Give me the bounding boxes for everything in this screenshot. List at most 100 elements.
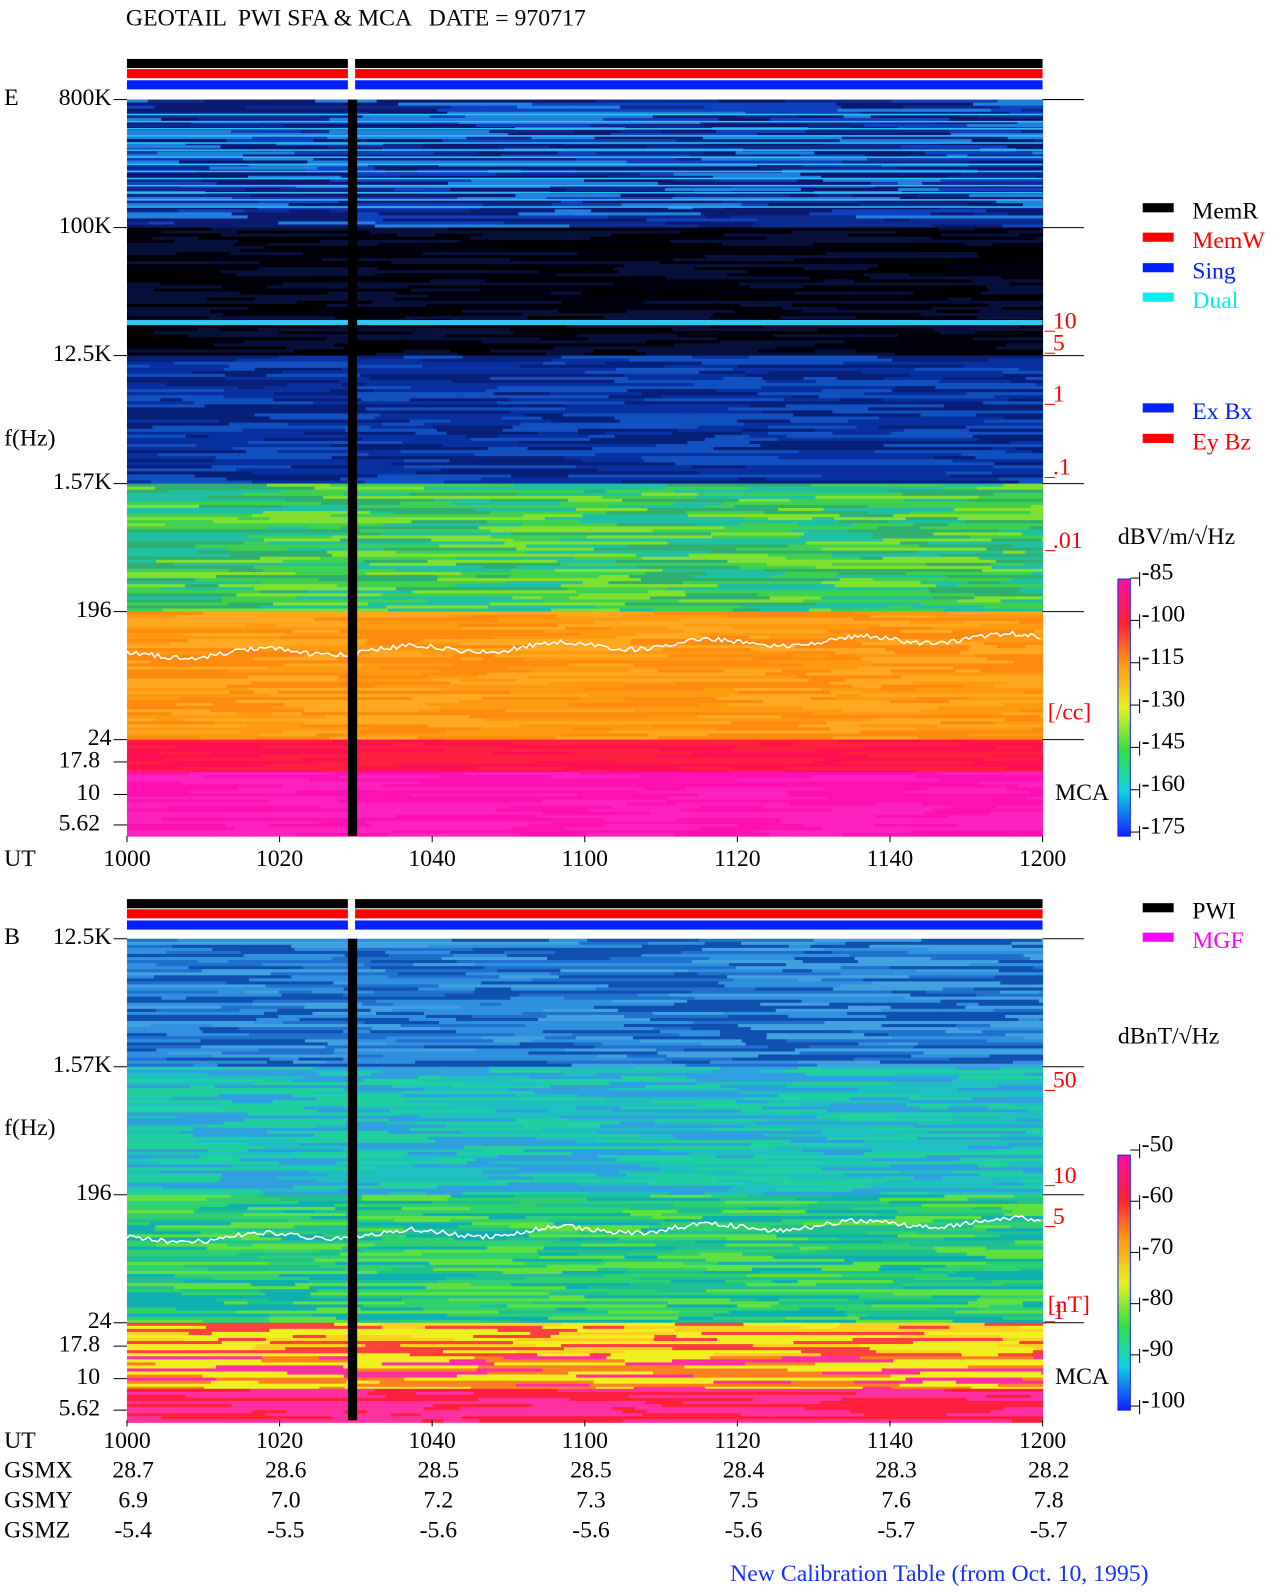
spectrogram-cell (635, 349, 704, 354)
spectrogram-cell (126, 1036, 259, 1040)
spectrogram-cell (510, 258, 614, 262)
spectrogram-cell (903, 1286, 1027, 1290)
spectrogram-cell (664, 404, 750, 408)
spectrogram-cell (177, 209, 245, 213)
spectrogram-cell (695, 267, 805, 271)
spectrogram-cell (828, 1243, 911, 1248)
spectrogram-cell (346, 1130, 368, 1135)
spectrogram-cell (692, 987, 756, 992)
spectrogram-cell (365, 383, 509, 387)
spectrogram-cell (1017, 724, 1044, 728)
spectrogram-cell (883, 1394, 987, 1399)
spectrogram-cell (454, 200, 562, 204)
spectrogram-cell (615, 297, 718, 302)
spectrogram-cell (409, 419, 451, 424)
spectrogram-cell (945, 1407, 1005, 1411)
spectrogram-cell (820, 1353, 858, 1357)
spectrogram-cell (313, 629, 341, 634)
spectrogram-cell (670, 775, 730, 779)
spectrogram-cell (197, 550, 328, 555)
spectrogram-cell (593, 425, 699, 430)
spectrogram-cell (682, 1400, 821, 1405)
spectrogram-cell (126, 306, 249, 311)
spectrogram-cell (875, 1350, 961, 1354)
spectrogram-cell (381, 1325, 426, 1330)
spectrogram-cell (442, 291, 551, 296)
spectrogram-cell (265, 1350, 373, 1354)
spectrogram-cell (256, 736, 330, 741)
spectrogram-cell (699, 370, 746, 375)
spectrogram-cell (126, 693, 271, 698)
spectrogram-cell (268, 1261, 336, 1266)
spectrogram-cell (712, 1383, 786, 1388)
spectrogram-cell (355, 1356, 475, 1360)
spectrogram-cell (253, 1225, 294, 1229)
spectrogram-cell (674, 724, 800, 728)
spectrogram-cell (453, 953, 508, 958)
spectrogram-cell (727, 401, 848, 405)
spectrogram-cell (380, 593, 519, 597)
spectrogram-cell (166, 799, 268, 804)
spectrogram-cell (674, 133, 758, 137)
spectrogram-cell (326, 550, 396, 555)
spectrogram-cell (126, 547, 230, 552)
spectrogram-cell (847, 529, 903, 533)
spectrogram-cell (840, 972, 943, 976)
spectrogram-cell (937, 1158, 960, 1162)
spectrogram-cell (991, 1152, 1044, 1156)
spectrogram-cell (374, 416, 503, 421)
spectrogram-cell (471, 178, 585, 183)
spectrogram-cell (153, 331, 280, 335)
spectrogram-cell (126, 578, 196, 582)
spectrogram-cell (685, 1063, 818, 1068)
spectrogram-cell (569, 306, 688, 311)
spectrogram-cell (352, 392, 495, 396)
spectrogram-cell (516, 1350, 626, 1354)
spectrogram-cell (239, 248, 308, 253)
spectrogram-cell (712, 535, 801, 539)
spectrogram-cell (613, 312, 714, 317)
spectrogram-cell (238, 1027, 276, 1031)
spectrogram-cell (126, 820, 259, 825)
orbit-value: 28.2 (1028, 1458, 1070, 1484)
spectrogram-cell (200, 736, 257, 741)
spectrogram-cell (863, 1152, 992, 1156)
x-axis-label: UT (4, 846, 36, 872)
spectrogram-cell (612, 1407, 636, 1411)
spectrogram-cell (890, 361, 973, 366)
spectrogram-cell (953, 1118, 1019, 1123)
spectrogram-cell (126, 453, 159, 457)
spectrogram-cell (311, 1313, 448, 1318)
spectrogram-cell (962, 215, 1044, 219)
spectrogram-cell (572, 1152, 690, 1156)
spectrogram-cell (126, 562, 175, 567)
spectrogram-cell (1004, 703, 1044, 707)
spectrogram-cell (126, 1410, 253, 1414)
spectrogram-cell (266, 1060, 294, 1065)
y-tick-label: 24 (88, 725, 112, 751)
spectrogram-cell (918, 736, 1044, 741)
spectrogram-cell (126, 1182, 244, 1187)
spectrogram-cell (405, 1051, 470, 1056)
spectrogram-cell (205, 255, 347, 259)
density-trace (126, 630, 1041, 661)
spectrogram-cell (706, 264, 807, 268)
spectrogram-cell (253, 565, 350, 570)
spectrogram-cell (959, 352, 1035, 357)
spectrogram-cell (195, 578, 320, 582)
spectrogram-cell (661, 130, 717, 134)
spectrogram-cell (812, 760, 841, 765)
spectrogram-cell (126, 996, 163, 1001)
spectrogram-cell (833, 1388, 946, 1393)
spectrogram-cell (439, 1170, 483, 1174)
spectrogram-cell (602, 1258, 707, 1263)
spectrogram-cell (283, 559, 364, 564)
spectrogram-cell (1039, 757, 1044, 762)
spectrogram-cell (485, 1374, 577, 1379)
spectrogram-cell (355, 1112, 401, 1117)
spectrogram-cell (879, 1404, 903, 1408)
spectrogram-cell (839, 578, 874, 582)
spectrogram-cell (265, 1413, 392, 1417)
spectrogram-cell (126, 1310, 236, 1315)
spectrogram-cell (516, 547, 595, 552)
